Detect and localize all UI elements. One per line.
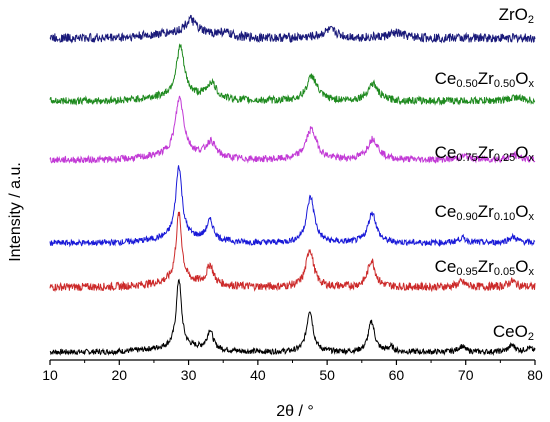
series-layer [49,14,536,356]
x-axis: 10 20 30 40 50 60 70 80 [42,359,543,383]
series-label-4: Ce0.50Zr0.50Ox [435,69,535,90]
series-label-3: Ce0.75Zr0.25Ox [435,143,535,164]
series-labels: CeO2 Ce0.95Zr0.05Ox Ce0.90Zr0.10Ox Ce0.75Zr… [435,5,535,343]
x-tick-label-2: 30 [181,367,197,383]
series-line-1 [49,211,536,293]
x-tick-label-7: 80 [527,367,543,383]
x-axis-title: 2θ / ° [276,403,314,420]
series-label-2: Ce0.90Zr0.10Ox [435,202,535,223]
y-axis-title: Intensity / a.u. [7,162,24,262]
x-tick-label-6: 70 [458,367,474,383]
series-line-5 [49,14,536,44]
series-line-4 [49,43,536,106]
series-line-2 [49,165,536,248]
x-tick-label-0: 10 [42,367,58,383]
series-line-0 [49,278,536,356]
x-tick-label-4: 50 [319,367,335,383]
x-tick-label-5: 60 [389,367,405,383]
series-label-5: ZrO2 [499,5,534,26]
series-label-0: CeO2 [493,322,534,343]
series-line-3 [49,95,536,164]
x-tick-label-3: 40 [250,367,266,383]
series-label-1: Ce0.95Zr0.05Ox [435,257,535,278]
x-tick-label-1: 20 [111,367,127,383]
